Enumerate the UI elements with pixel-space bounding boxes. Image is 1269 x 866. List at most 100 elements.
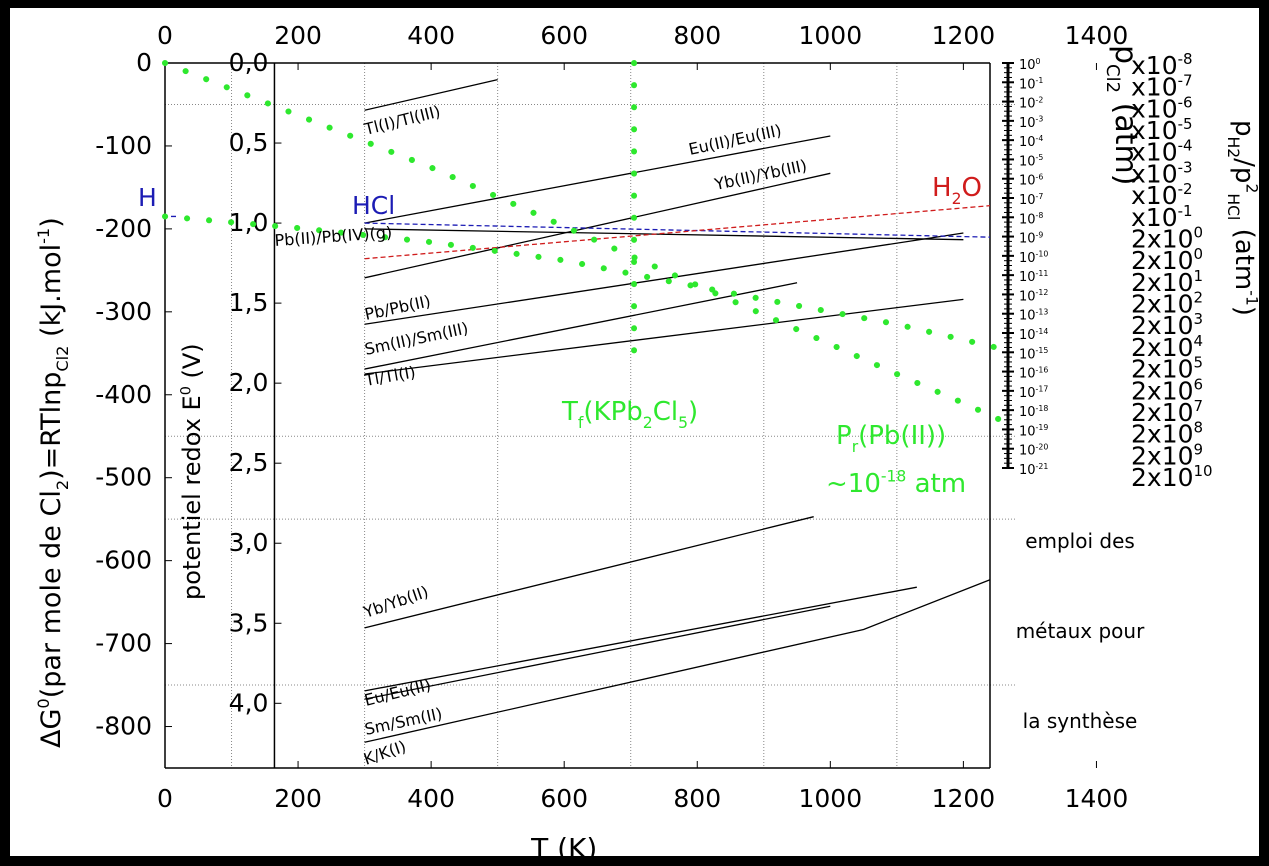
x-tick-label: 1000 bbox=[799, 784, 863, 813]
potential-tick-label: 3,5 bbox=[229, 608, 269, 637]
ratio-tick-label: x10-7 bbox=[1131, 72, 1193, 102]
potential-tick-label: 0,5 bbox=[229, 128, 269, 157]
pcl2-tick-label: 10-5 bbox=[1019, 153, 1043, 169]
green-dotted-curve bbox=[162, 213, 1007, 353]
pcl2-tick-label: 10-19 bbox=[1019, 423, 1048, 439]
pr-label: Pr(Pb(II)) bbox=[836, 421, 946, 456]
ratio-tick-label: x10-8 bbox=[1131, 50, 1193, 80]
ratio-tick-label: 2x106 bbox=[1131, 375, 1203, 405]
x-tick-label: 1200 bbox=[932, 784, 996, 813]
green-dotted-curve bbox=[162, 60, 1007, 425]
couple-line bbox=[364, 298, 964, 375]
pcl2-tick-label: 10-7 bbox=[1019, 192, 1043, 208]
y-tick-label: -500 bbox=[95, 463, 152, 492]
ratio-tick-label: 2x105 bbox=[1131, 354, 1203, 384]
pcl2-tick-label: 10-2 bbox=[1019, 95, 1043, 111]
pcl2-tick-label: 10-14 bbox=[1019, 327, 1048, 343]
couple-line bbox=[364, 232, 964, 325]
potential-tick-label: 1,0 bbox=[229, 208, 269, 237]
potential-tick-label: 1,5 bbox=[229, 288, 269, 317]
y-tick-label: -300 bbox=[95, 297, 152, 326]
couple-line bbox=[364, 516, 814, 629]
side-note: emploi des bbox=[1025, 529, 1135, 553]
ratio-tick-label: x10-1 bbox=[1131, 202, 1193, 232]
ratio-tick-label: x10-6 bbox=[1131, 93, 1193, 123]
couple-line bbox=[364, 78, 498, 111]
pcl2-axis-title: pCl2 (atm) bbox=[1102, 45, 1143, 185]
h2o-line bbox=[364, 205, 991, 260]
ratio-tick-label: 2x107 bbox=[1131, 397, 1203, 427]
ratio-tick-label: x10-5 bbox=[1131, 115, 1193, 145]
x-top-tick-label: 400 bbox=[407, 21, 455, 50]
x-top-tick-label: 200 bbox=[274, 21, 322, 50]
couple-line bbox=[364, 172, 831, 279]
x-tick-label: 400 bbox=[407, 784, 455, 813]
pcl2-tick-label: 10-10 bbox=[1019, 250, 1048, 266]
hcl-label: HCl bbox=[352, 191, 395, 220]
side-note: la synthèse bbox=[1023, 709, 1138, 733]
x-top-tick-label: 1000 bbox=[799, 21, 863, 50]
pcl2-tick-label: 10-15 bbox=[1019, 346, 1048, 362]
tf-label: Tf(KPb2Cl5) bbox=[561, 397, 698, 432]
h2o-label: H2O bbox=[932, 173, 982, 208]
couple-line bbox=[364, 282, 798, 370]
y-tick-label: -800 bbox=[95, 712, 152, 741]
ratio-axis-title: pH2/p2HCl (atm-1) bbox=[1224, 120, 1260, 316]
couple-line bbox=[364, 586, 917, 692]
potential-tick-label: 4,0 bbox=[229, 688, 269, 717]
pcl2-tick-label: 10-16 bbox=[1019, 365, 1048, 381]
potential-tick-label: 3,0 bbox=[229, 528, 269, 557]
pcl2-tick-label: 10-11 bbox=[1019, 269, 1048, 285]
ratio-tick-label: 2x109 bbox=[1131, 440, 1203, 470]
couple-line bbox=[364, 579, 991, 743]
potential-tick-label: 2,5 bbox=[229, 448, 269, 477]
pcl2-tick-label: 10-9 bbox=[1019, 230, 1043, 246]
x-top-tick-label: 1200 bbox=[932, 21, 996, 50]
pcl2-tick-label: 10-21 bbox=[1019, 462, 1048, 478]
y-tick-label: 0 bbox=[136, 48, 152, 77]
ratio-tick-label: 2x1010 bbox=[1131, 462, 1213, 492]
x-tick-label: 200 bbox=[274, 784, 322, 813]
pcl2-tick-label: 10-17 bbox=[1019, 385, 1048, 401]
x-axis-title: T (K) bbox=[530, 832, 597, 865]
x-top-tick-label: 600 bbox=[540, 21, 588, 50]
y-tick-label: -200 bbox=[95, 214, 152, 243]
side-note: métaux pour bbox=[1016, 619, 1145, 643]
ratio-tick-label: 2x100 bbox=[1131, 223, 1203, 253]
ratio-tick-label: x10-2 bbox=[1131, 180, 1193, 210]
pr-value-label: ~10-18 atm bbox=[826, 468, 966, 499]
pcl2-tick-label: 10-18 bbox=[1019, 404, 1048, 420]
x-tick-label: 1400 bbox=[1065, 784, 1129, 813]
x-top-tick-label: 0 bbox=[157, 21, 173, 50]
pcl2-tick-label: 10-13 bbox=[1019, 308, 1048, 324]
ratio-tick-label: x10-4 bbox=[1131, 137, 1193, 167]
potential-tick-label: 0,0 bbox=[229, 48, 269, 77]
y-tick-label: -700 bbox=[95, 629, 152, 658]
couple-line bbox=[364, 228, 964, 241]
ratio-tick-label: 2x101 bbox=[1131, 267, 1203, 297]
x-tick-label: 600 bbox=[540, 784, 588, 813]
pcl2-tick-label: 10-4 bbox=[1019, 134, 1043, 150]
ratio-tick-label: 2x103 bbox=[1131, 310, 1203, 340]
pcl2-tick-label: 10-6 bbox=[1019, 173, 1043, 189]
y-axis-title: ΔG0(par mole de Cl2)=RTlnpCl2 (kJ.mol-1) bbox=[34, 217, 72, 748]
pcl2-tick-label: 10-3 bbox=[1019, 115, 1043, 131]
ratio-tick-label: 2x108 bbox=[1131, 419, 1203, 449]
potential-tick-label: 2,0 bbox=[229, 368, 269, 397]
pcl2-tick-label: 10-1 bbox=[1019, 76, 1043, 92]
potential-axis-title: potentiel redox E0 (V) bbox=[178, 343, 206, 600]
ratio-tick-label: 2x100 bbox=[1131, 245, 1203, 275]
hcl-line bbox=[364, 222, 991, 238]
x-tick-label: 0 bbox=[157, 784, 173, 813]
y-tick-label: -400 bbox=[95, 380, 152, 409]
couple-line bbox=[364, 605, 831, 700]
y-tick-label: -100 bbox=[95, 131, 152, 160]
x-tick-label: 800 bbox=[673, 784, 721, 813]
ratio-tick-label: 2x102 bbox=[1131, 289, 1203, 319]
pcl2-tick-label: 10-8 bbox=[1019, 211, 1043, 227]
couple-line bbox=[364, 135, 831, 224]
ratio-tick-label: 2x104 bbox=[1131, 332, 1203, 362]
y-tick-label: -600 bbox=[95, 546, 152, 575]
ratio-tick-label: x10-3 bbox=[1131, 158, 1193, 188]
